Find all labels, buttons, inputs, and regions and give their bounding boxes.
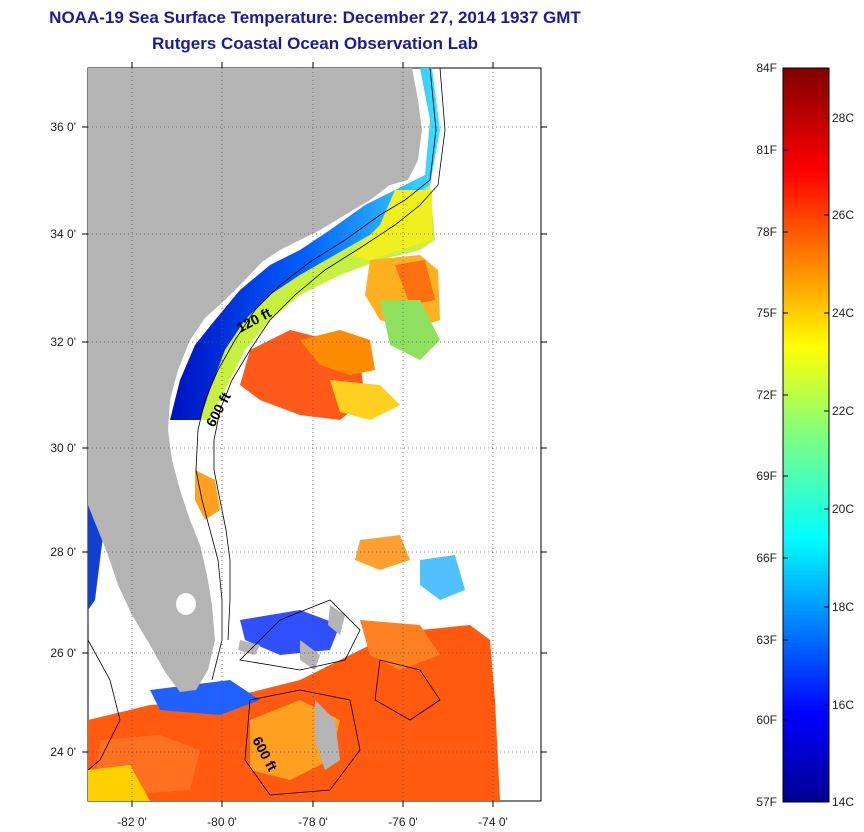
lon-label: -80 0' xyxy=(207,815,237,829)
colorbar-c-label: 20C xyxy=(832,502,854,516)
lon-label: -78 0' xyxy=(298,815,328,829)
colorbar-c-label: 14C xyxy=(832,795,854,809)
map-subtitle: Rutgers Coastal Ocean Observation Lab xyxy=(152,34,478,53)
colorbar-c-label: 22C xyxy=(832,404,854,418)
colorbar-f-label: 69F xyxy=(756,469,777,483)
colorbar-c-label: 24C xyxy=(832,306,854,320)
lake-okeechobee xyxy=(176,593,196,615)
lon-label: -74 0' xyxy=(478,815,508,829)
lat-label: 30 0' xyxy=(50,441,76,455)
colorbar-ticks xyxy=(783,117,829,721)
colorbar-f-label: 78F xyxy=(756,225,777,239)
colorbar-f-label: 84F xyxy=(756,61,777,75)
colorbar-f-label: 75F xyxy=(756,306,777,320)
colorbar-f-label: 81F xyxy=(756,143,777,157)
lat-label: 34 0' xyxy=(50,227,76,241)
bathymetry-contours xyxy=(88,68,446,796)
colorbar-f-label: 63F xyxy=(756,633,777,647)
lat-label: 32 0' xyxy=(50,335,76,349)
colorbar-f-label: 60F xyxy=(756,713,777,727)
land-mass xyxy=(88,68,422,692)
lat-label: 28 0' xyxy=(50,545,76,559)
axis-ticks xyxy=(82,62,547,807)
colorbar xyxy=(782,67,830,803)
colorbar-f-label: 66F xyxy=(756,551,777,565)
colorbar-f-label: 72F xyxy=(756,388,777,402)
lon-label: -82 0' xyxy=(117,815,147,829)
map-title: NOAA-19 Sea Surface Temperature: Decembe… xyxy=(49,8,581,27)
colorbar-c-label: 18C xyxy=(832,600,854,614)
colorbar-c-label: 26C xyxy=(832,208,854,222)
colorbar-c-label: 16C xyxy=(832,698,854,712)
colorbar-c-label: 28C xyxy=(832,111,854,125)
island-shapes xyxy=(238,605,345,770)
lat-label: 24 0' xyxy=(50,745,76,759)
lon-label: -76 0' xyxy=(388,815,418,829)
lat-label: 26 0' xyxy=(50,646,76,660)
colorbar-f-label: 57F xyxy=(756,795,777,809)
lat-label: 36 0' xyxy=(50,120,76,134)
